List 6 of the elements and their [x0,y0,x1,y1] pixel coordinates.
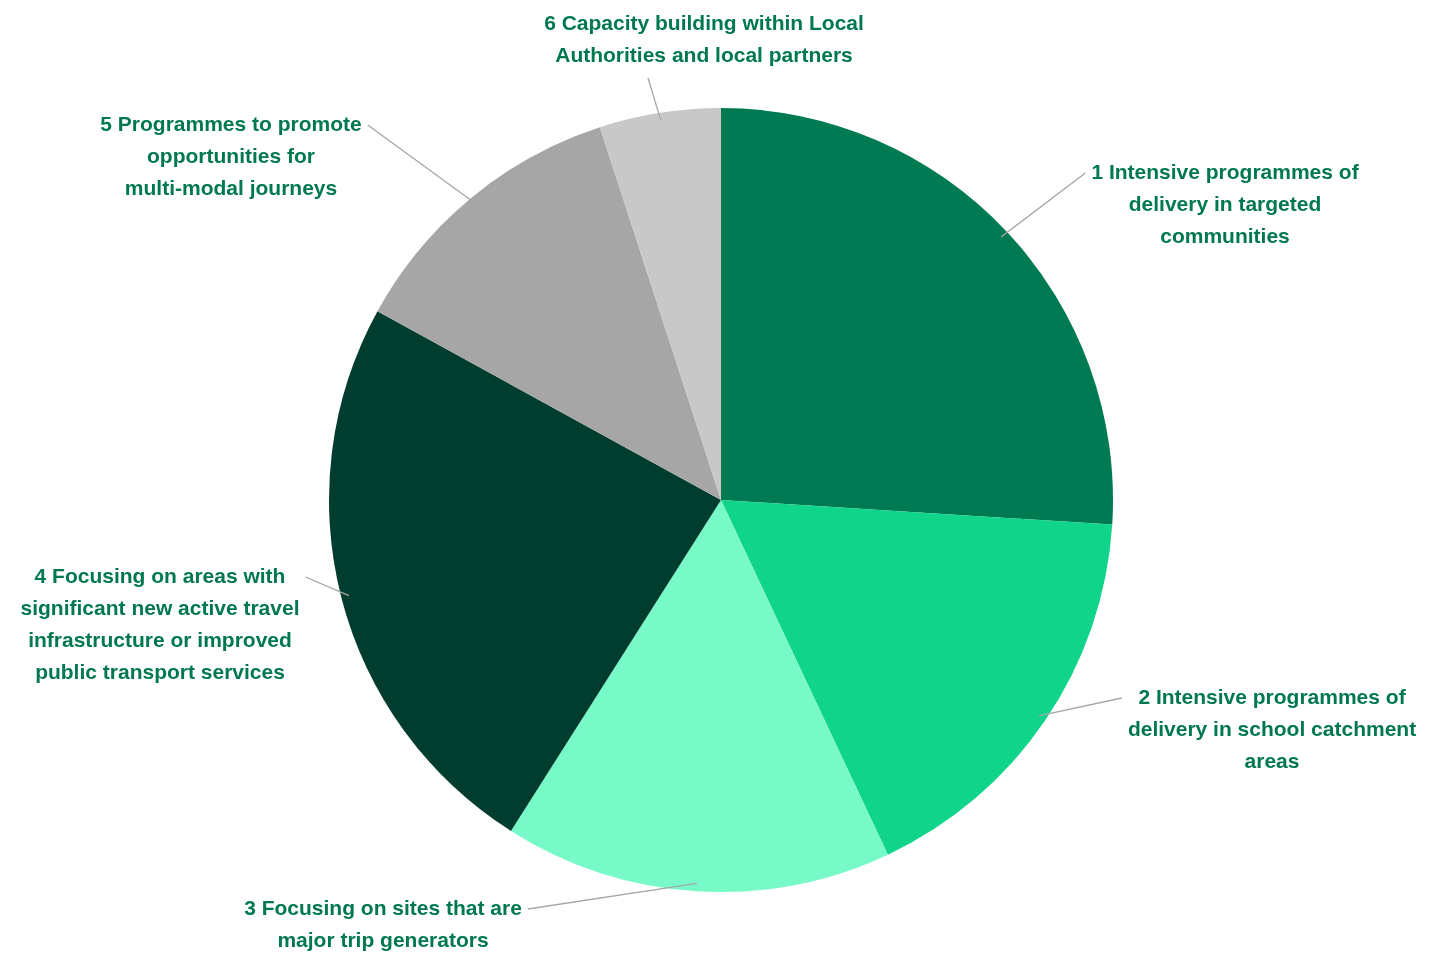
slice-label: 3 Focusing on sites that are major trip generators [244,895,522,951]
slice-label: 5 Programmes to promote opportunities for multi-modal journeys [100,111,362,199]
slice-label: 4 Focusing on areas with significant new active travel infrastructure or improved public transport services [20,563,300,683]
slice-label: 6 Capacity building within Local Authorities and local partners [544,10,864,66]
slice-label: 2 Intensive programmes of delivery in school catchment areas [1127,684,1417,772]
slice-label: 1 Intensive programmes of delivery in targeted communities [1091,159,1360,247]
